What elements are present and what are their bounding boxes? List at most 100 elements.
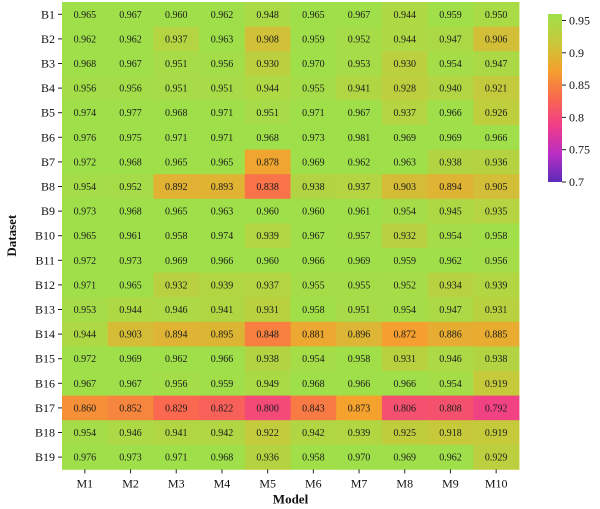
cell-value-label: 0.952 xyxy=(348,34,371,45)
cell-value-label: 0.969 xyxy=(394,133,417,144)
heatmap-cell xyxy=(427,100,474,126)
cell-value-label: 0.969 xyxy=(439,133,462,144)
cell-value-label: 0.958 xyxy=(485,231,508,242)
heatmap-cell xyxy=(153,198,200,224)
cell-value-label: 0.925 xyxy=(394,428,417,439)
colorbar-tick-label: 0.95 xyxy=(569,13,590,27)
cell-value-label: 0.973 xyxy=(119,256,142,267)
cell-value-label: 0.960 xyxy=(256,207,279,218)
cell-value-label: 0.973 xyxy=(119,453,142,464)
cell-value-label: 0.958 xyxy=(302,453,325,464)
heatmap-cell xyxy=(336,371,383,396)
cell-value-label: 0.967 xyxy=(119,59,142,70)
cell-value-label: 0.946 xyxy=(165,305,188,316)
cell-value-label: 0.936 xyxy=(485,157,508,168)
heatmap-cell xyxy=(381,346,428,372)
heatmap-cell xyxy=(199,198,246,224)
heatmap-cell xyxy=(381,321,428,347)
cell-value-label: 0.971 xyxy=(165,453,188,464)
heatmap-cell xyxy=(473,223,520,249)
heatmap-cell xyxy=(153,371,200,396)
x-tick-label: M9 xyxy=(442,476,459,490)
cell-value-label: 0.937 xyxy=(394,108,417,119)
cell-value-label: 0.981 xyxy=(348,133,371,144)
heatmap-cell xyxy=(473,297,520,323)
colorbar-tick-label: 0.8 xyxy=(569,110,584,124)
heatmap-cell xyxy=(427,444,474,470)
heatmap-cell xyxy=(153,346,200,372)
heatmap-cell xyxy=(427,26,474,52)
cell-value-label: 0.800 xyxy=(256,403,279,414)
cell-value-label: 0.929 xyxy=(485,453,508,464)
colorbar: 0.95 0.9 0.85 0.8 0.75 0.7 xyxy=(548,13,590,189)
heatmap-cell xyxy=(290,149,337,175)
heatmap-cell xyxy=(427,51,474,77)
cell-value-label: 0.971 xyxy=(165,133,188,144)
heatmap-cell xyxy=(199,223,246,249)
cell-value-label: 0.941 xyxy=(211,305,234,316)
heatmap-cell xyxy=(336,272,383,298)
heatmap-cell xyxy=(199,75,246,101)
heatmap-cell xyxy=(473,174,520,200)
heatmap-cell xyxy=(473,26,520,52)
cell-value-label: 0.934 xyxy=(439,280,462,291)
cell-value-label: 0.895 xyxy=(211,330,234,341)
cell-value-label: 0.951 xyxy=(165,84,188,95)
cell-value-label: 0.892 xyxy=(165,182,188,193)
heatmap-cell xyxy=(336,248,383,273)
cell-value-label: 0.940 xyxy=(439,84,462,95)
cell-value-label: 0.931 xyxy=(394,354,417,365)
cell-value-label: 0.908 xyxy=(256,34,279,45)
cell-value-label: 0.942 xyxy=(211,428,234,439)
heatmap-cell xyxy=(336,198,383,224)
heatmap-cell xyxy=(107,26,154,52)
heatmap-cell xyxy=(107,198,154,224)
cell-value-label: 0.944 xyxy=(394,34,417,45)
cell-value-label: 0.971 xyxy=(211,133,234,144)
cell-value-label: 0.975 xyxy=(119,133,142,144)
heatmap-cell xyxy=(290,420,337,446)
y-tick-label: B16 xyxy=(35,376,55,390)
cell-value-label: 0.951 xyxy=(348,305,371,316)
heatmap-cell xyxy=(244,75,291,101)
cell-value-label: 0.967 xyxy=(348,108,371,119)
cell-value-label: 0.930 xyxy=(394,59,417,70)
cell-value-label: 0.959 xyxy=(211,379,234,390)
heatmap-cell xyxy=(290,444,337,470)
x-tick-label: M4 xyxy=(214,476,231,490)
y-tick-label: B12 xyxy=(35,278,55,292)
cell-value-label: 0.965 xyxy=(74,231,97,242)
heatmap-cell xyxy=(290,321,337,347)
cell-value-label: 0.806 xyxy=(394,403,417,414)
cell-value-label: 0.968 xyxy=(119,207,142,218)
heatmap-cell xyxy=(336,174,383,200)
heatmap-cell xyxy=(199,100,246,126)
heatmap-cell xyxy=(290,346,337,372)
heatmap-cell xyxy=(244,26,291,52)
heatmap-cell xyxy=(244,149,291,175)
heatmap-cell xyxy=(244,321,291,347)
heatmap-cell xyxy=(290,198,337,224)
heatmap-cell xyxy=(153,444,200,470)
heatmap-cell xyxy=(336,420,383,446)
cell-value-label: 0.896 xyxy=(348,330,371,341)
heatmap-cell xyxy=(199,2,246,27)
heatmap-cell xyxy=(290,2,337,27)
heatmap-cell xyxy=(153,272,200,298)
heatmap-cell xyxy=(290,26,337,52)
heatmap-cell xyxy=(290,125,337,150)
y-tick-label: B5 xyxy=(41,106,55,120)
y-axis-title: Dataset xyxy=(4,214,19,257)
heatmap-cell xyxy=(244,444,291,470)
cell-value-label: 0.860 xyxy=(74,403,97,414)
cell-value-label: 0.960 xyxy=(302,207,325,218)
cell-value-label: 0.792 xyxy=(485,403,508,414)
cell-value-label: 0.951 xyxy=(165,59,188,70)
heatmap-cell xyxy=(336,51,383,77)
cell-value-label: 0.950 xyxy=(485,10,508,21)
heatmap-cell xyxy=(427,321,474,347)
heatmap-cell xyxy=(107,149,154,175)
cell-value-label: 0.963 xyxy=(394,157,417,168)
heatmap-cell xyxy=(62,346,109,372)
cell-value-label: 0.953 xyxy=(348,59,371,70)
